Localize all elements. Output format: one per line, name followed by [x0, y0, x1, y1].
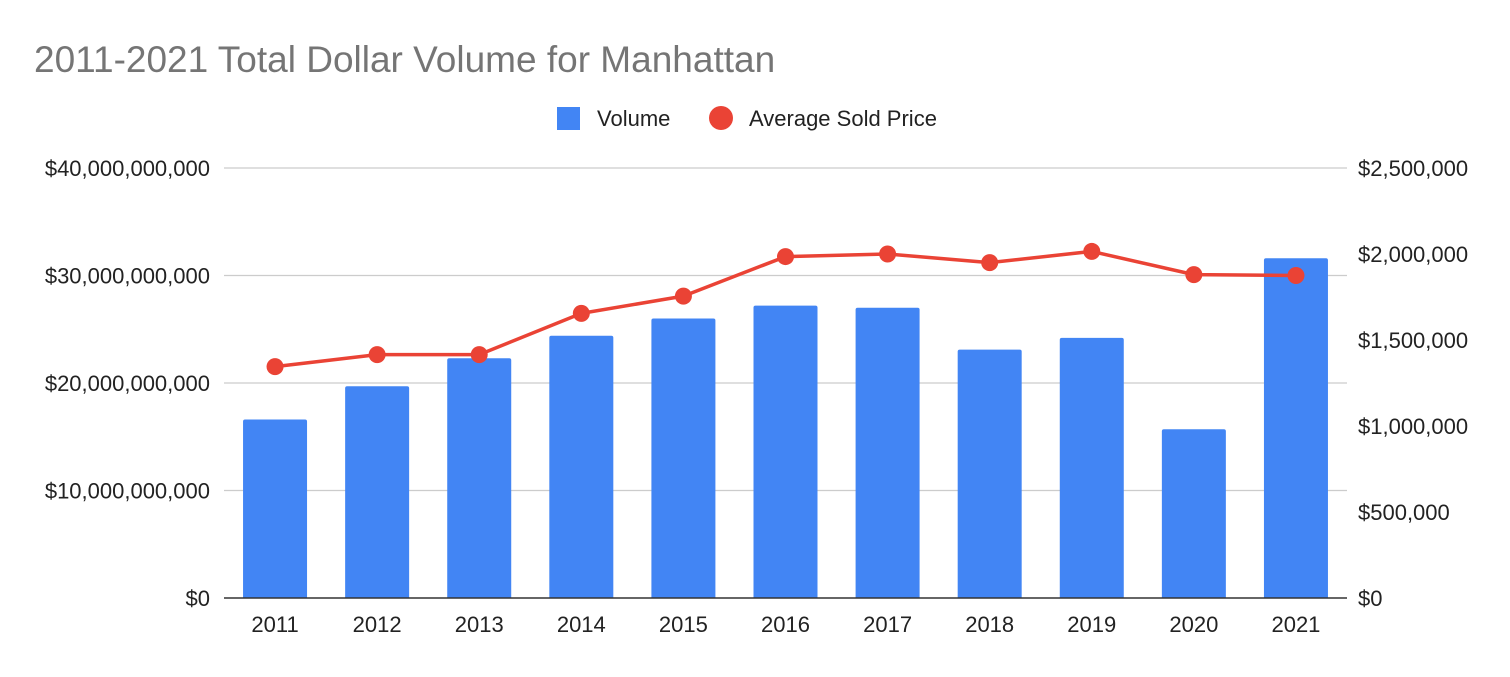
- bar-volume-2012: [345, 386, 410, 598]
- bar-volume-2017: [855, 307, 920, 598]
- legend-label-volume: Volume: [597, 106, 670, 131]
- right-y-axis: $0 $500,000 $1,000,000 $1,500,000 $2,000,000…: [1358, 156, 1468, 611]
- x-tick-label: 2013: [455, 612, 504, 637]
- point-average-sold-price-2012: [368, 346, 386, 364]
- right-y-tick-label: $1,000,000: [1358, 414, 1468, 439]
- bar-volume-2014: [549, 335, 614, 598]
- bar-volume-2020: [1161, 429, 1226, 598]
- right-y-tick-label: $1,500,000: [1358, 328, 1468, 353]
- x-tick-label: 2014: [557, 612, 606, 637]
- chart-title: 2011-2021 Total Dollar Volume for Manhat…: [34, 39, 775, 80]
- bar-volume-2015: [651, 318, 716, 598]
- legend-swatch-volume: [557, 107, 580, 130]
- right-y-tick-label: $2,000,000: [1358, 242, 1468, 267]
- bar-volume-2019: [1059, 337, 1124, 598]
- left-y-axis: $0 $10,000,000,000 $20,000,000,000 $30,000,…: [45, 156, 210, 611]
- left-y-tick-label: $20,000,000,000: [45, 371, 210, 396]
- legend-label-average-sold-price: Average Sold Price: [749, 106, 937, 131]
- x-tick-label: 2021: [1271, 612, 1320, 637]
- x-tick-label: 2011: [251, 612, 298, 637]
- point-average-sold-price-2019: [1083, 242, 1101, 260]
- x-axis: 2011 2012 2013 2014 2015 2016 2017 2018 2019 2020…: [251, 612, 1320, 637]
- bar-volume-2021: [1263, 258, 1328, 598]
- x-tick-label: 2018: [965, 612, 1014, 637]
- right-y-tick-label: $500,000: [1358, 500, 1450, 525]
- point-average-sold-price-2016: [777, 248, 794, 266]
- x-tick-label: 2016: [761, 612, 810, 637]
- point-average-sold-price-2018: [981, 254, 999, 272]
- point-average-sold-price-2015: [674, 287, 692, 305]
- line-series-average-sold-price: [266, 242, 1305, 376]
- point-average-sold-price-2017: [879, 245, 897, 263]
- bar-volume-2018: [957, 349, 1022, 598]
- point-average-sold-price-2011: [266, 358, 284, 376]
- left-y-tick-label: $30,000,000,000: [45, 264, 210, 289]
- bar-volume-2016: [753, 305, 818, 598]
- point-average-sold-price-2020: [1185, 266, 1203, 284]
- bar-volume-2013: [447, 358, 512, 598]
- x-tick-label: 2015: [659, 612, 708, 637]
- point-average-sold-price-2013: [470, 346, 488, 364]
- bar-series-volume: [243, 258, 1328, 598]
- point-average-sold-price-2021: [1287, 267, 1305, 284]
- x-tick-label: 2020: [1169, 612, 1218, 637]
- point-average-sold-price-2014: [572, 304, 590, 322]
- right-y-tick-label: $2,500,000: [1358, 156, 1468, 181]
- x-tick-label: 2012: [353, 612, 402, 637]
- x-tick-label: 2019: [1067, 612, 1116, 637]
- legend: Volume Average Sold Price: [557, 106, 937, 131]
- x-tick-label: 2017: [863, 612, 912, 637]
- left-y-tick-label: $40,000,000,000: [45, 156, 210, 181]
- right-y-tick-label: $0: [1358, 586, 1382, 611]
- legend-marker-average-sold-price: [709, 106, 733, 130]
- bar-volume-2011: [243, 419, 308, 598]
- left-y-tick-label: $0: [186, 586, 210, 611]
- left-y-tick-label: $10,000,000,000: [45, 479, 210, 504]
